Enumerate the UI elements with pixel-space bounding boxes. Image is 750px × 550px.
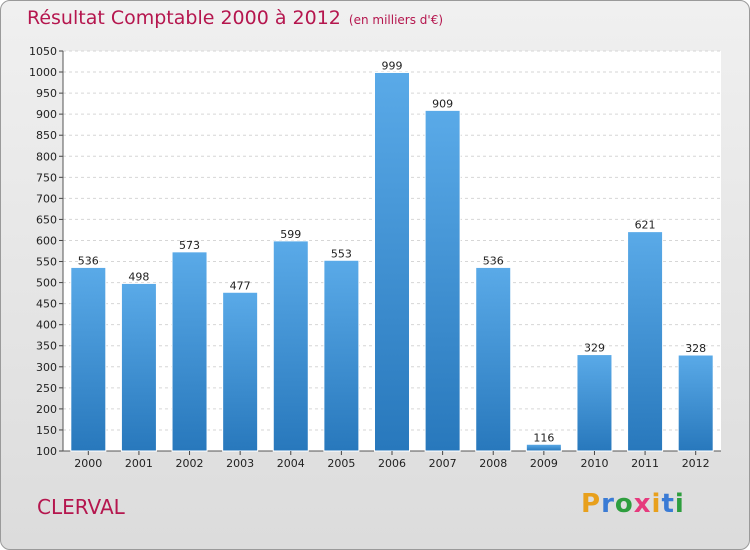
bar [120, 282, 157, 452]
bar [171, 251, 208, 452]
data-label: 536 [78, 254, 99, 267]
bar [627, 231, 664, 452]
chart-subtitle: (en milliers d'€) [348, 13, 444, 27]
y-tick-label: 600 [36, 234, 57, 247]
y-tick-label: 400 [36, 319, 57, 332]
y-tick-label: 900 [36, 108, 57, 121]
bar [272, 240, 309, 452]
bar [323, 259, 360, 452]
y-tick-label: 1000 [29, 66, 57, 79]
data-label: 621 [635, 219, 656, 232]
y-tick-label: 500 [36, 277, 57, 290]
logo-letter: r [601, 489, 615, 519]
data-label: 599 [280, 228, 301, 241]
data-label: 477 [230, 279, 251, 292]
x-tick-label: 2006 [378, 457, 406, 470]
y-tick-label: 150 [36, 424, 57, 437]
x-tick-label: 2005 [327, 457, 355, 470]
y-tick-label: 750 [36, 171, 57, 184]
y-tick-label: 950 [36, 87, 57, 100]
bar [525, 443, 562, 452]
data-label: 909 [432, 97, 453, 110]
data-label: 329 [584, 342, 605, 355]
data-label: 999 [382, 59, 403, 72]
x-tick-label: 2007 [429, 457, 457, 470]
y-tick-label: 650 [36, 213, 57, 226]
y-tick-label: 200 [36, 403, 57, 416]
x-tick-label: 2010 [580, 457, 608, 470]
data-label: 328 [685, 342, 706, 355]
chart-title: Résultat Comptable 2000 à 2012 [27, 7, 341, 29]
x-tick-label: 2004 [277, 457, 305, 470]
y-tick-label: 700 [36, 192, 57, 205]
x-tick-label: 2003 [226, 457, 254, 470]
y-tick-label: 450 [36, 298, 57, 311]
x-tick-label: 2012 [682, 457, 710, 470]
y-tick-label: 850 [36, 129, 57, 142]
y-tick-label: 800 [36, 150, 57, 163]
data-label: 498 [128, 270, 149, 283]
logo-letter: x [633, 489, 652, 519]
data-label: 536 [483, 254, 504, 267]
logo-letter: o [614, 489, 634, 519]
y-tick-label: 100 [36, 445, 57, 458]
y-tick-label: 350 [36, 340, 57, 353]
y-tick-label: 550 [36, 256, 57, 269]
bar [475, 266, 512, 452]
data-label: 553 [331, 247, 352, 260]
logo-letter: t [661, 489, 675, 519]
bar [576, 354, 613, 452]
data-label: 573 [179, 239, 200, 252]
bar [70, 266, 107, 452]
logo-letter: i [651, 489, 662, 519]
logo-letter: P [581, 489, 602, 519]
commune-name: CLERVAL [37, 495, 125, 519]
bar [222, 291, 259, 452]
x-tick-label: 2002 [176, 457, 204, 470]
x-tick-label: 2011 [631, 457, 659, 470]
x-tick-label: 2001 [125, 457, 153, 470]
logo-letter: i [674, 489, 685, 519]
bar [677, 354, 714, 452]
y-tick-label: 1050 [29, 45, 57, 58]
x-tick-label: 2000 [74, 457, 102, 470]
y-tick-label: 250 [36, 382, 57, 395]
proxiti-logo: Proxiti [581, 489, 685, 519]
x-tick-label: 2008 [479, 457, 507, 470]
bar [374, 71, 410, 452]
chart-title-block: Résultat Comptable 2000 à 2012 (en millie… [27, 7, 443, 29]
y-tick-label: 300 [36, 361, 57, 374]
bar [424, 109, 461, 452]
data-label: 116 [533, 431, 554, 444]
x-tick-label: 2009 [530, 457, 558, 470]
